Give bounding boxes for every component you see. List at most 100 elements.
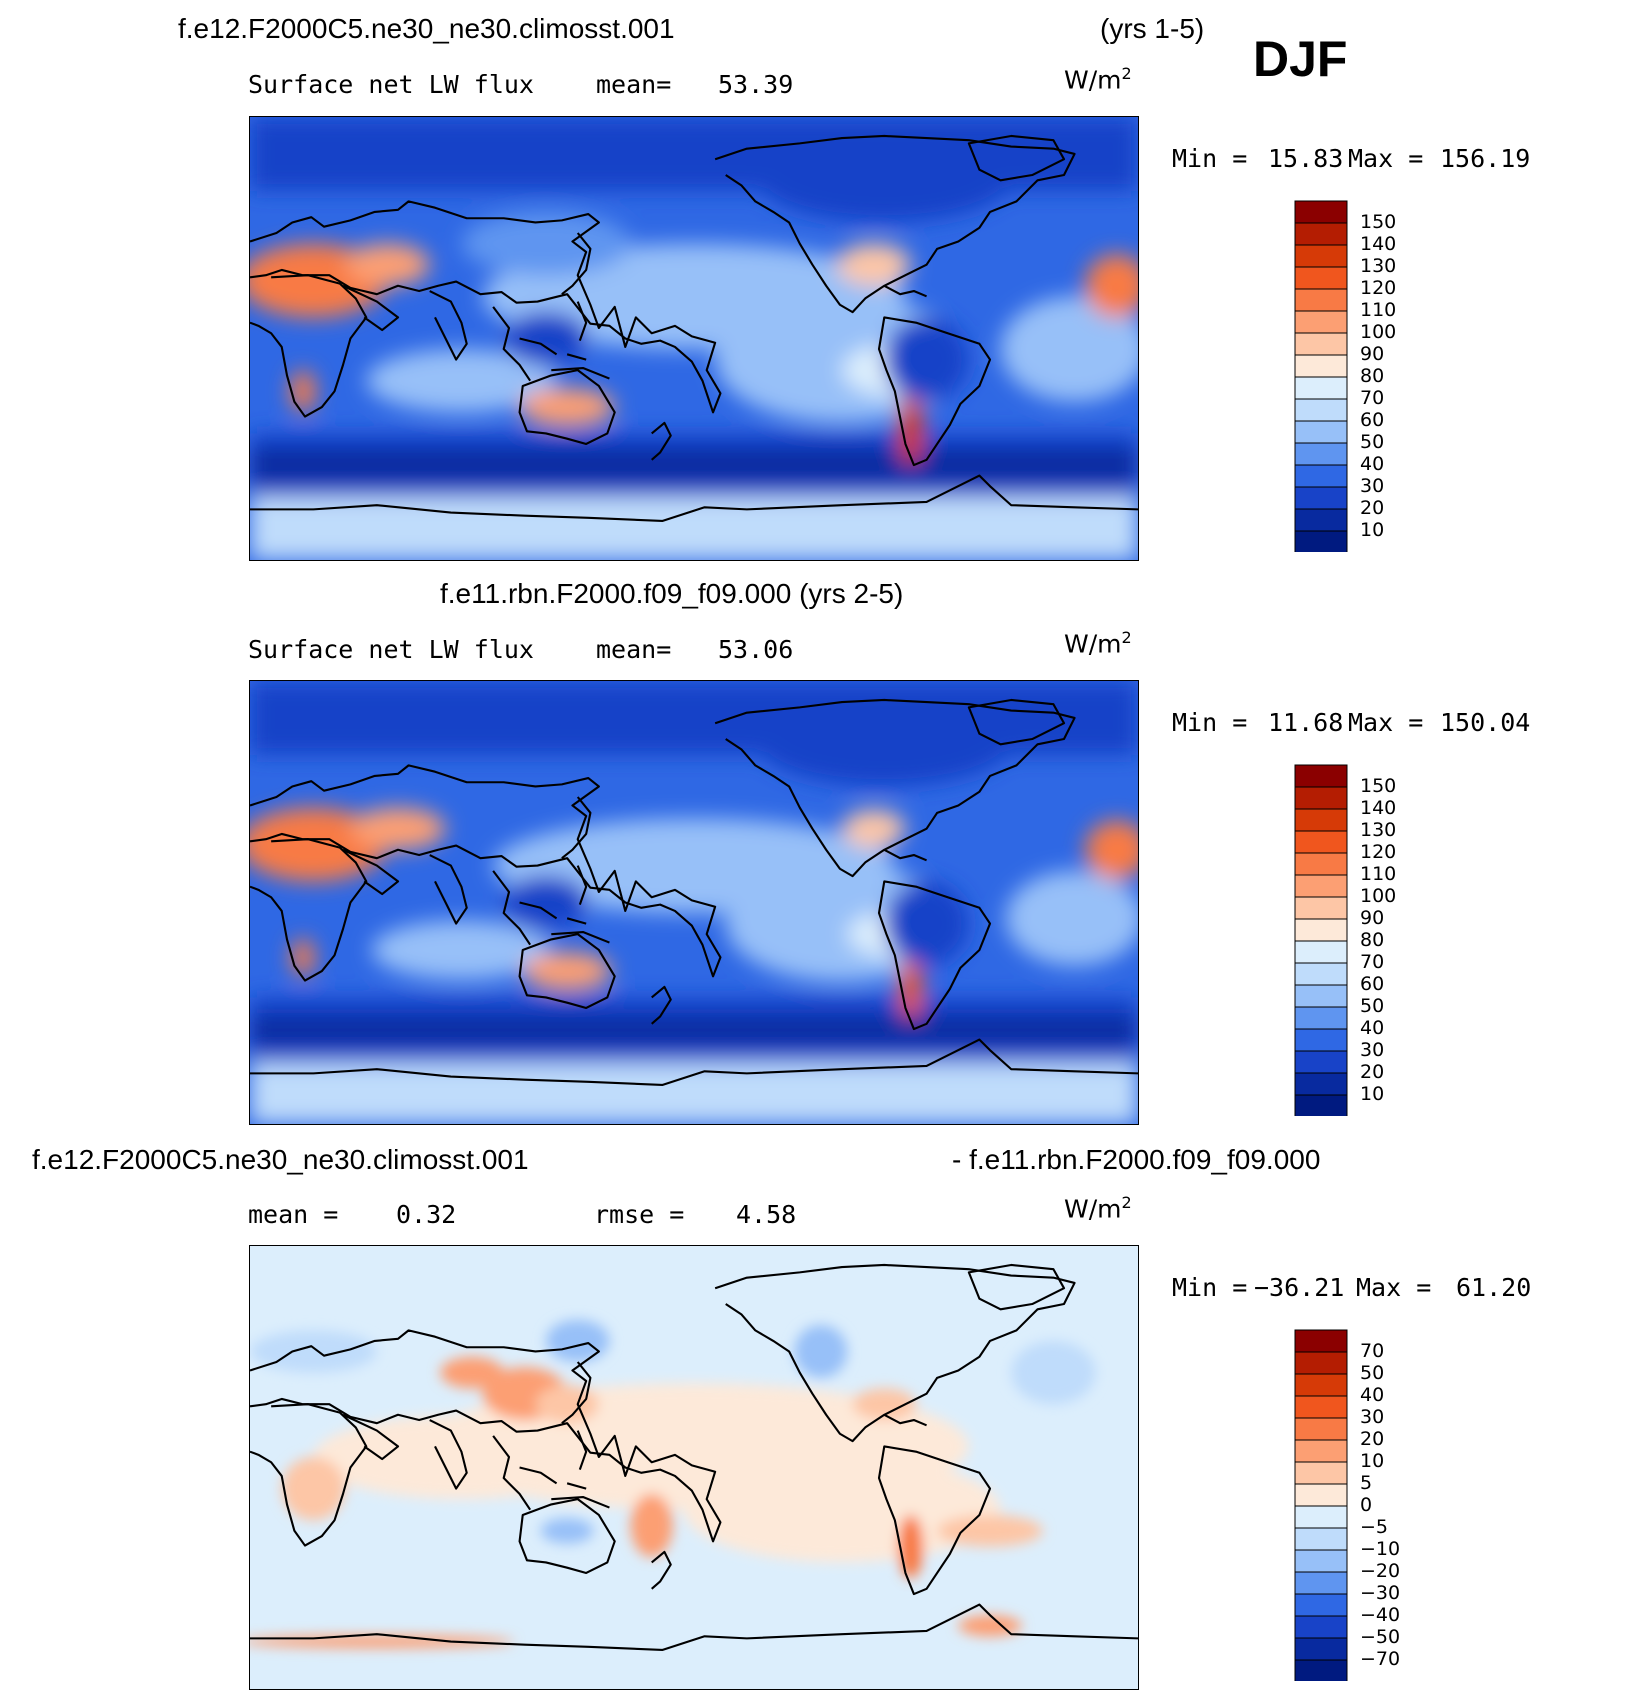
- panel3-colorbar-swatch: [1294, 1527, 1348, 1551]
- panel2-colorbar-label: 130: [1360, 819, 1397, 841]
- panel3-colorbar-label: −10: [1360, 1538, 1401, 1560]
- panel2-colorbar-label: 60: [1360, 973, 1385, 995]
- panel2-colorbar-label: 120: [1360, 841, 1397, 863]
- panel2-case-title: f.e11.rbn.F2000.f09_f09.000 (yrs 2-5): [440, 578, 904, 609]
- panel2-colorbar-swatch: [1294, 918, 1348, 942]
- panel1-colorbar-label: 20: [1360, 497, 1385, 519]
- panel2-colorbar-swatch: [1294, 830, 1348, 854]
- panel2-colorbar-swatch: [1294, 940, 1348, 964]
- panel1-min-label: Min =: [1172, 144, 1248, 173]
- panel1-colorbar-swatch: [1294, 398, 1348, 422]
- panel2-colorbar-swatch: [1294, 1072, 1348, 1096]
- panel1-colorbar-swatches: [1294, 200, 1348, 552]
- panel1-colorbar-label: 30: [1360, 475, 1385, 497]
- panel1-colorbar-swatch: [1294, 200, 1348, 224]
- panel2-min-value: 11.68: [1268, 708, 1344, 737]
- panel3-max-value: 61.20: [1456, 1273, 1532, 1302]
- panel2-colorbar-label: 10: [1360, 1083, 1385, 1105]
- panel1-colorbar-swatch: [1294, 288, 1348, 312]
- panel2-colorbar-swatch: [1294, 808, 1348, 832]
- panel1-colorbar-swatch: [1294, 310, 1348, 334]
- panel3-colorbar-label: 0: [1360, 1494, 1373, 1516]
- panel3-colorbar-label: −40: [1360, 1604, 1401, 1626]
- panel2-colorbar-label: 150: [1360, 775, 1397, 797]
- panel3-colorbar-swatch: [1294, 1373, 1348, 1397]
- panel1-colorbar-swatch: [1294, 486, 1348, 510]
- panel2-max-label: Max =: [1348, 708, 1424, 737]
- panel1-units: W/m2: [1064, 64, 1132, 95]
- panel2-colorbar-swatch: [1294, 852, 1348, 876]
- panel3-colorbar-swatch: [1294, 1417, 1348, 1441]
- panel2-mean-value: 53.06: [718, 635, 794, 664]
- panel1-colorbar-swatch: [1294, 354, 1348, 378]
- panel3-colorbar-label: 5: [1360, 1472, 1373, 1494]
- panel2-colorbar-label: 140: [1360, 797, 1397, 819]
- panel3-colorbar-label: −5: [1360, 1516, 1389, 1538]
- panel2-variable-label: Surface net LW flux: [248, 635, 534, 664]
- panel1-min-value: 15.83: [1268, 144, 1344, 173]
- panel2-max-value: 150.04: [1440, 708, 1531, 737]
- panel3-mean-label: mean =: [248, 1200, 339, 1229]
- panel3-rmse-label: rmse =: [594, 1200, 685, 1229]
- panel2-colorbar-label: 110: [1360, 863, 1397, 885]
- panel1-colorbar-swatch: [1294, 442, 1348, 466]
- panel2-colorbar-swatch: [1294, 786, 1348, 810]
- panel3-colorbar-swatch: [1294, 1615, 1348, 1639]
- panel2-colorbar-swatch: [1294, 1028, 1348, 1052]
- panel1-max-value: 156.19: [1440, 144, 1531, 173]
- panel2-colorbar-label: 100: [1360, 885, 1397, 907]
- panel1-colorbar-label: 80: [1360, 365, 1385, 387]
- panel1-mean-label: mean=: [596, 70, 672, 99]
- panel3-min-label: Min =: [1172, 1273, 1248, 1302]
- panel1-colorbar-label: 120: [1360, 277, 1397, 299]
- panel2-colorbar-label: 30: [1360, 1039, 1385, 1061]
- panel2-colorbar-label: 40: [1360, 1017, 1385, 1039]
- season-label: DJF: [1253, 31, 1348, 87]
- panel3-colorbar-swatch: [1294, 1505, 1348, 1529]
- panel3-colorbar-label: −70: [1360, 1648, 1401, 1670]
- panel3-colorbar-label: −20: [1360, 1560, 1401, 1582]
- panel1-colorbar-label: 70: [1360, 387, 1385, 409]
- panel2-colorbar-label: 90: [1360, 907, 1385, 929]
- panel3-case-title-left: f.e12.F2000C5.ne30_ne30.climosst.001: [32, 1144, 529, 1175]
- panel1-colorbar-swatch: [1294, 464, 1348, 488]
- panel2-colorbar-swatch: [1294, 984, 1348, 1008]
- panel1-colorbar-label: 130: [1360, 255, 1397, 277]
- panel3-colorbar-label: 30: [1360, 1406, 1385, 1428]
- panel2-colorbar-label: 20: [1360, 1061, 1385, 1083]
- panel3-colorbar-swatch: [1294, 1461, 1348, 1485]
- panel3-colorbar-label: 10: [1360, 1450, 1385, 1472]
- panel1-colorbar-label: 60: [1360, 409, 1385, 431]
- panel2-colorbar-swatch: [1294, 896, 1348, 920]
- panel2-colorbar-swatch: [1294, 1006, 1348, 1030]
- panel1-colorbar-label: 40: [1360, 453, 1385, 475]
- panel2-mean-label: mean=: [596, 635, 672, 664]
- panel1-colorbar-swatch: [1294, 332, 1348, 356]
- panel3-colorbar-swatch: [1294, 1571, 1348, 1595]
- panel1-colorbar-swatch: [1294, 530, 1348, 552]
- panel1-colorbar-swatch: [1294, 376, 1348, 400]
- panel1-colorbar-swatch: [1294, 420, 1348, 444]
- panel3-colorbar-label: 50: [1360, 1362, 1385, 1384]
- panel3-colorbar-swatch: [1294, 1351, 1348, 1375]
- panel3-colorbar-swatch: [1294, 1483, 1348, 1507]
- panel2-units: W/m2: [1064, 628, 1132, 659]
- panel3-colorbar-swatch: [1294, 1637, 1348, 1661]
- panel1-colorbar-label: 90: [1360, 343, 1385, 365]
- panel1-colorbar-label: 50: [1360, 431, 1385, 453]
- panel1-colorbar-label: 140: [1360, 233, 1397, 255]
- panel3-colorbar-label: 70: [1360, 1340, 1385, 1362]
- panel2-min-label: Min =: [1172, 708, 1248, 737]
- panel2-map: [249, 680, 1139, 1125]
- panel1-variable-label: Surface net LW flux: [248, 70, 534, 99]
- panel1-colorbar-label: 100: [1360, 321, 1397, 343]
- panel2-colorbar-swatch: [1294, 764, 1348, 788]
- panel1-colorbar-label: 110: [1360, 299, 1397, 321]
- panel1-colorbar-swatch: [1294, 266, 1348, 290]
- panel3-min-value: −36.21: [1254, 1273, 1345, 1302]
- panel3-colorbar-swatch: [1294, 1439, 1348, 1463]
- panel2-colorbar-swatch: [1294, 1094, 1348, 1116]
- panel1-mean-value: 53.39: [718, 70, 794, 99]
- panel1-colorbar-swatch: [1294, 508, 1348, 532]
- panel2-colorbar-swatch: [1294, 874, 1348, 898]
